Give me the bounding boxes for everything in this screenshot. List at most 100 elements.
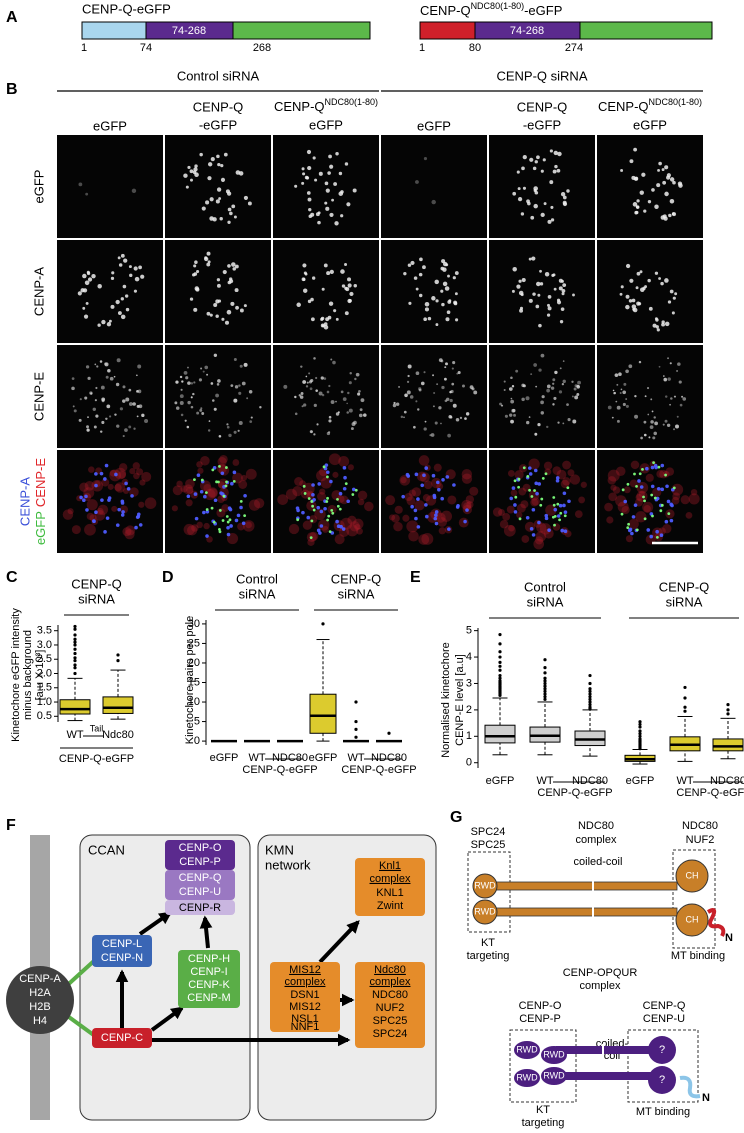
spot [309,536,313,540]
spot [217,495,225,503]
y-tick-label: 1.0 [37,696,52,708]
spot [193,307,198,312]
protein: DSN1 [290,989,319,1001]
spot [574,510,583,518]
spot [510,419,514,424]
spot [533,186,538,191]
spot [455,418,460,422]
protein-box [92,935,152,967]
spot [648,436,651,439]
spot [633,176,638,181]
micrograph [273,450,379,553]
spot [86,425,90,429]
spot [398,386,400,388]
column-label: CENP-Q [517,99,568,114]
spot [408,301,412,305]
spot [639,463,650,474]
spot [434,513,438,518]
spot [553,287,557,291]
spot [440,422,442,425]
spot [83,314,89,319]
spot [447,495,457,505]
y-tick-label: 15 [188,676,200,688]
spot [610,484,617,491]
spot [667,357,669,360]
spot [441,259,446,264]
spot [502,512,511,521]
complex-box [355,962,425,1048]
spot [232,480,236,483]
spot [101,420,105,425]
micrograph-background [489,450,595,553]
spot [549,149,553,153]
spot [116,358,121,363]
outlier [726,712,730,716]
protein: NDC80 [682,820,718,832]
spot [133,289,137,293]
spot [84,396,88,400]
micrograph-background [57,240,163,343]
complex-title: complex [580,980,621,992]
spot [114,482,126,493]
spot [101,397,106,402]
spot [108,415,112,418]
spot [333,182,338,186]
spot [216,154,220,159]
spot [217,162,221,167]
micrograph [597,450,703,553]
spot [303,288,308,293]
spot [219,454,228,464]
spot [535,536,544,545]
spot [202,370,205,373]
spot [664,419,668,423]
spot [99,430,103,433]
spot [186,494,191,499]
spot [120,499,125,504]
spot [128,425,132,429]
spot [86,270,90,274]
spot [536,522,547,533]
spot [561,289,566,293]
spot [328,154,332,159]
spot [416,525,421,529]
spot [650,398,653,401]
spot [682,397,687,401]
protein: CENP-O [519,1000,562,1012]
micrograph-background [57,345,163,448]
spot [504,414,508,418]
spot [346,411,349,414]
spot [115,299,120,305]
spot [394,505,403,514]
spot [637,479,641,483]
outlier [588,692,592,696]
spot [536,281,541,287]
y-tick-label: 2.5 [37,653,52,665]
spot [535,304,540,309]
spot [655,529,659,534]
spot [662,524,672,534]
protein: CENP-O [179,842,222,854]
spot [672,180,676,185]
spot [336,497,339,501]
spot [448,299,452,303]
spot [641,468,644,471]
micrograph-background [165,240,271,343]
spot [122,434,125,438]
spot [513,503,517,507]
spot [416,471,427,482]
column-label: -eGFP [523,117,561,132]
spot [105,375,109,379]
spot [444,286,450,291]
spot [312,497,316,502]
spot [414,516,418,521]
spot [534,432,538,436]
spot [432,405,435,408]
spot [571,395,574,398]
spot [445,263,449,267]
spot [690,488,698,496]
spot [436,383,439,386]
outlier [683,709,687,713]
spot [218,530,222,534]
spot [465,508,469,512]
spot [175,406,180,410]
